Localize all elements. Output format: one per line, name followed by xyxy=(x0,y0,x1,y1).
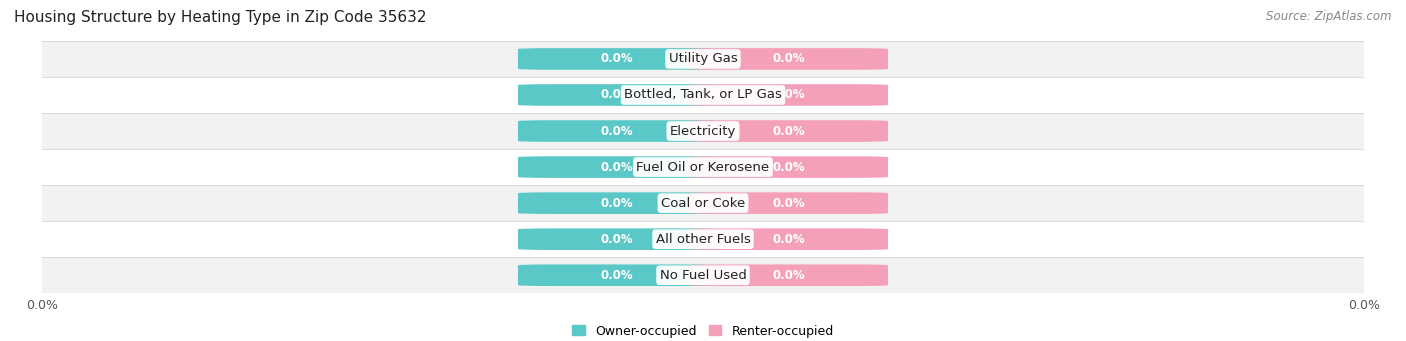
FancyBboxPatch shape xyxy=(517,84,716,106)
Bar xyxy=(42,185,1364,221)
Text: 0.0%: 0.0% xyxy=(600,269,634,282)
Text: Coal or Coke: Coal or Coke xyxy=(661,197,745,210)
Bar xyxy=(42,113,1364,149)
Bar xyxy=(42,149,1364,185)
Text: Housing Structure by Heating Type in Zip Code 35632: Housing Structure by Heating Type in Zip… xyxy=(14,10,426,25)
FancyBboxPatch shape xyxy=(690,192,889,214)
Text: 0.0%: 0.0% xyxy=(600,197,634,210)
Text: 0.0%: 0.0% xyxy=(772,233,806,246)
Text: Source: ZipAtlas.com: Source: ZipAtlas.com xyxy=(1267,10,1392,23)
FancyBboxPatch shape xyxy=(517,48,716,70)
FancyBboxPatch shape xyxy=(690,48,889,70)
FancyBboxPatch shape xyxy=(690,156,889,178)
Text: 0.0%: 0.0% xyxy=(772,269,806,282)
Text: Bottled, Tank, or LP Gas: Bottled, Tank, or LP Gas xyxy=(624,89,782,102)
FancyBboxPatch shape xyxy=(690,228,889,250)
FancyBboxPatch shape xyxy=(517,156,716,178)
Legend: Owner-occupied, Renter-occupied: Owner-occupied, Renter-occupied xyxy=(568,320,838,341)
Text: 0.0%: 0.0% xyxy=(600,53,634,65)
Text: 0.0%: 0.0% xyxy=(600,89,634,102)
Text: No Fuel Used: No Fuel Used xyxy=(659,269,747,282)
FancyBboxPatch shape xyxy=(517,264,716,286)
Text: 0.0%: 0.0% xyxy=(600,161,634,174)
Bar xyxy=(42,221,1364,257)
Text: 0.0%: 0.0% xyxy=(772,53,806,65)
Bar xyxy=(42,41,1364,77)
Text: 0.0%: 0.0% xyxy=(772,161,806,174)
FancyBboxPatch shape xyxy=(690,264,889,286)
Text: 0.0%: 0.0% xyxy=(772,89,806,102)
FancyBboxPatch shape xyxy=(690,84,889,106)
Text: 0.0%: 0.0% xyxy=(600,124,634,137)
FancyBboxPatch shape xyxy=(517,192,716,214)
Bar xyxy=(42,257,1364,293)
Text: 0.0%: 0.0% xyxy=(772,197,806,210)
FancyBboxPatch shape xyxy=(690,120,889,142)
Text: All other Fuels: All other Fuels xyxy=(655,233,751,246)
FancyBboxPatch shape xyxy=(517,228,716,250)
Bar xyxy=(42,77,1364,113)
Text: 0.0%: 0.0% xyxy=(600,233,634,246)
Text: Fuel Oil or Kerosene: Fuel Oil or Kerosene xyxy=(637,161,769,174)
Text: Electricity: Electricity xyxy=(669,124,737,137)
FancyBboxPatch shape xyxy=(517,120,716,142)
Text: 0.0%: 0.0% xyxy=(772,124,806,137)
Text: Utility Gas: Utility Gas xyxy=(669,53,737,65)
